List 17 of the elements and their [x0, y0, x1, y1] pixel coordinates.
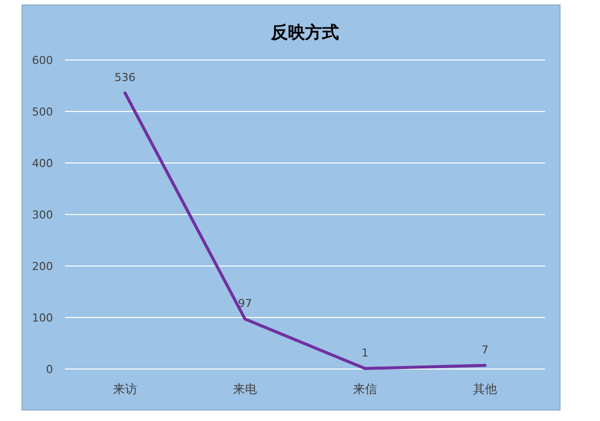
x-tick-label: 来信 [353, 382, 377, 396]
x-tick-label: 来电 [233, 382, 257, 396]
data-label: 536 [114, 70, 136, 84]
y-tick-label: 600 [32, 54, 53, 67]
line-series [124, 91, 486, 370]
data-label: 97 [238, 297, 252, 310]
y-tick-label: 400 [32, 156, 53, 170]
y-tick-label: 0 [46, 362, 53, 376]
data-label: 7 [482, 343, 488, 356]
data-label: 1 [362, 346, 368, 360]
chart-title: 反映方式 [270, 23, 339, 43]
y-tick-label: 100 [32, 311, 53, 324]
y-tick-label: 200 [32, 260, 53, 273]
x-tick-label: 其他 [473, 382, 497, 396]
y-tick-label: 500 [32, 105, 53, 118]
x-tick-label: 来访 [113, 382, 137, 396]
y-tick-label: 300 [32, 208, 53, 222]
